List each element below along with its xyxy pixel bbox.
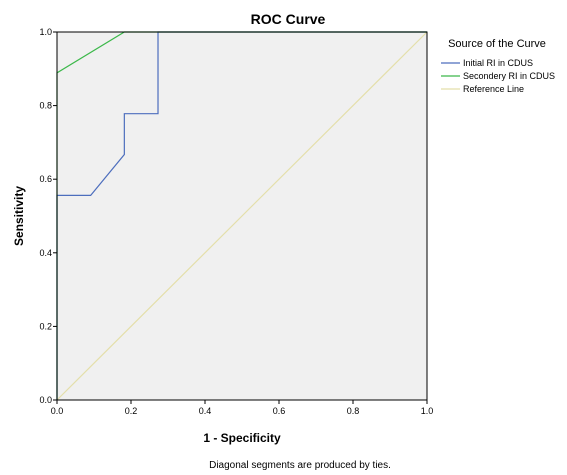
- y-tick-label: 0.4: [39, 248, 52, 258]
- y-tick-label: 1.0: [39, 27, 52, 37]
- legend-label-reference-line: Reference Line: [463, 84, 524, 94]
- x-axis-ticks: 0.0 0.2 0.4 0.6 0.8 1.0: [51, 400, 434, 416]
- series-line-reference-line: [56, 31, 428, 401]
- x-axis-label: 1 - Specificity: [203, 431, 281, 445]
- y-axis-label: Sensitivity: [12, 186, 26, 246]
- x-tick-label: 0.8: [347, 406, 360, 416]
- y-tick-label: 0.2: [39, 321, 52, 331]
- legend-label-initial-ri-in-cdus: Initial RI in CDUS: [463, 58, 533, 68]
- footnote: Diagonal segments are produced by ties.: [209, 460, 391, 471]
- plot-frame: [56, 31, 428, 401]
- y-tick-label: 0.0: [39, 395, 52, 405]
- series-line-initial-ri-in-cdus: [56, 31, 427, 400]
- x-tick-label: 0.4: [199, 406, 212, 416]
- y-axis-ticks: 0.0 0.2 0.4 0.6 0.8 1.0: [39, 27, 57, 405]
- y-tick-label: 0.6: [39, 174, 52, 184]
- legend: Initial RI in CDUS Secondery RI in CDUS Re…: [441, 58, 555, 94]
- chart-title: ROC Curve: [251, 11, 326, 27]
- x-tick-label: 0.0: [51, 406, 64, 416]
- y-tick-label: 0.8: [39, 101, 52, 111]
- legend-label-secondery-ri-in-cdus: Secondery RI in CDUS: [463, 71, 555, 81]
- x-tick-label: 0.2: [125, 406, 138, 416]
- x-tick-label: 1.0: [421, 406, 434, 416]
- legend-title: Source of the Curve: [448, 38, 546, 50]
- x-tick-label: 0.6: [273, 406, 286, 416]
